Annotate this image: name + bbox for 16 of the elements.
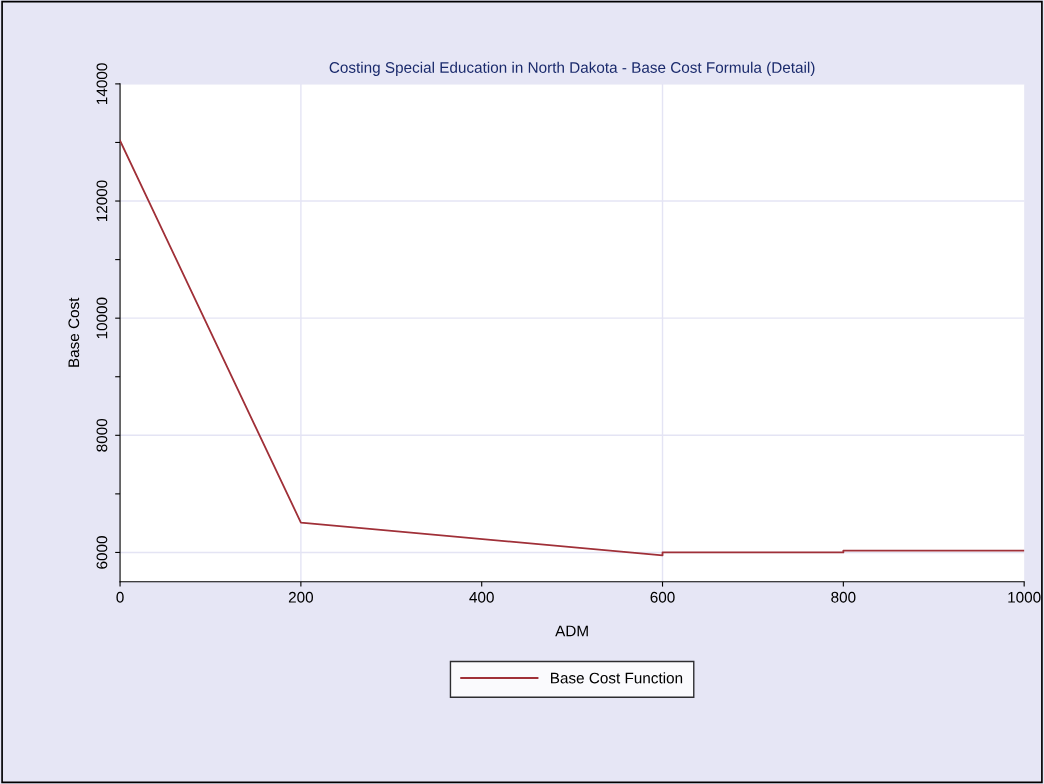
y-tick-label: 8000: [96, 418, 108, 452]
x-tick-label: 800: [831, 591, 856, 603]
y-axis-title: Base Cost: [68, 297, 80, 367]
x-tick-label: 1000: [1008, 591, 1041, 603]
y-tick-label: 10000: [96, 297, 108, 339]
x-tick-label: 0: [116, 591, 124, 603]
x-tick-label: 400: [469, 591, 494, 603]
y-tick-label: 12000: [96, 180, 108, 222]
x-tick-label: 200: [288, 591, 314, 603]
legend-label: Base Cost Function: [551, 672, 683, 684]
line-series: [120, 139, 1025, 557]
x-axis-title: ADM: [555, 625, 588, 637]
y-tick-label: 6000: [96, 536, 108, 569]
x-tick-label: 600: [650, 591, 675, 603]
y-tick-label: 14000: [96, 63, 108, 104]
chart-title: Costing Special Education in North Dakota - Base Cost Formula (Detail): [329, 61, 815, 76]
